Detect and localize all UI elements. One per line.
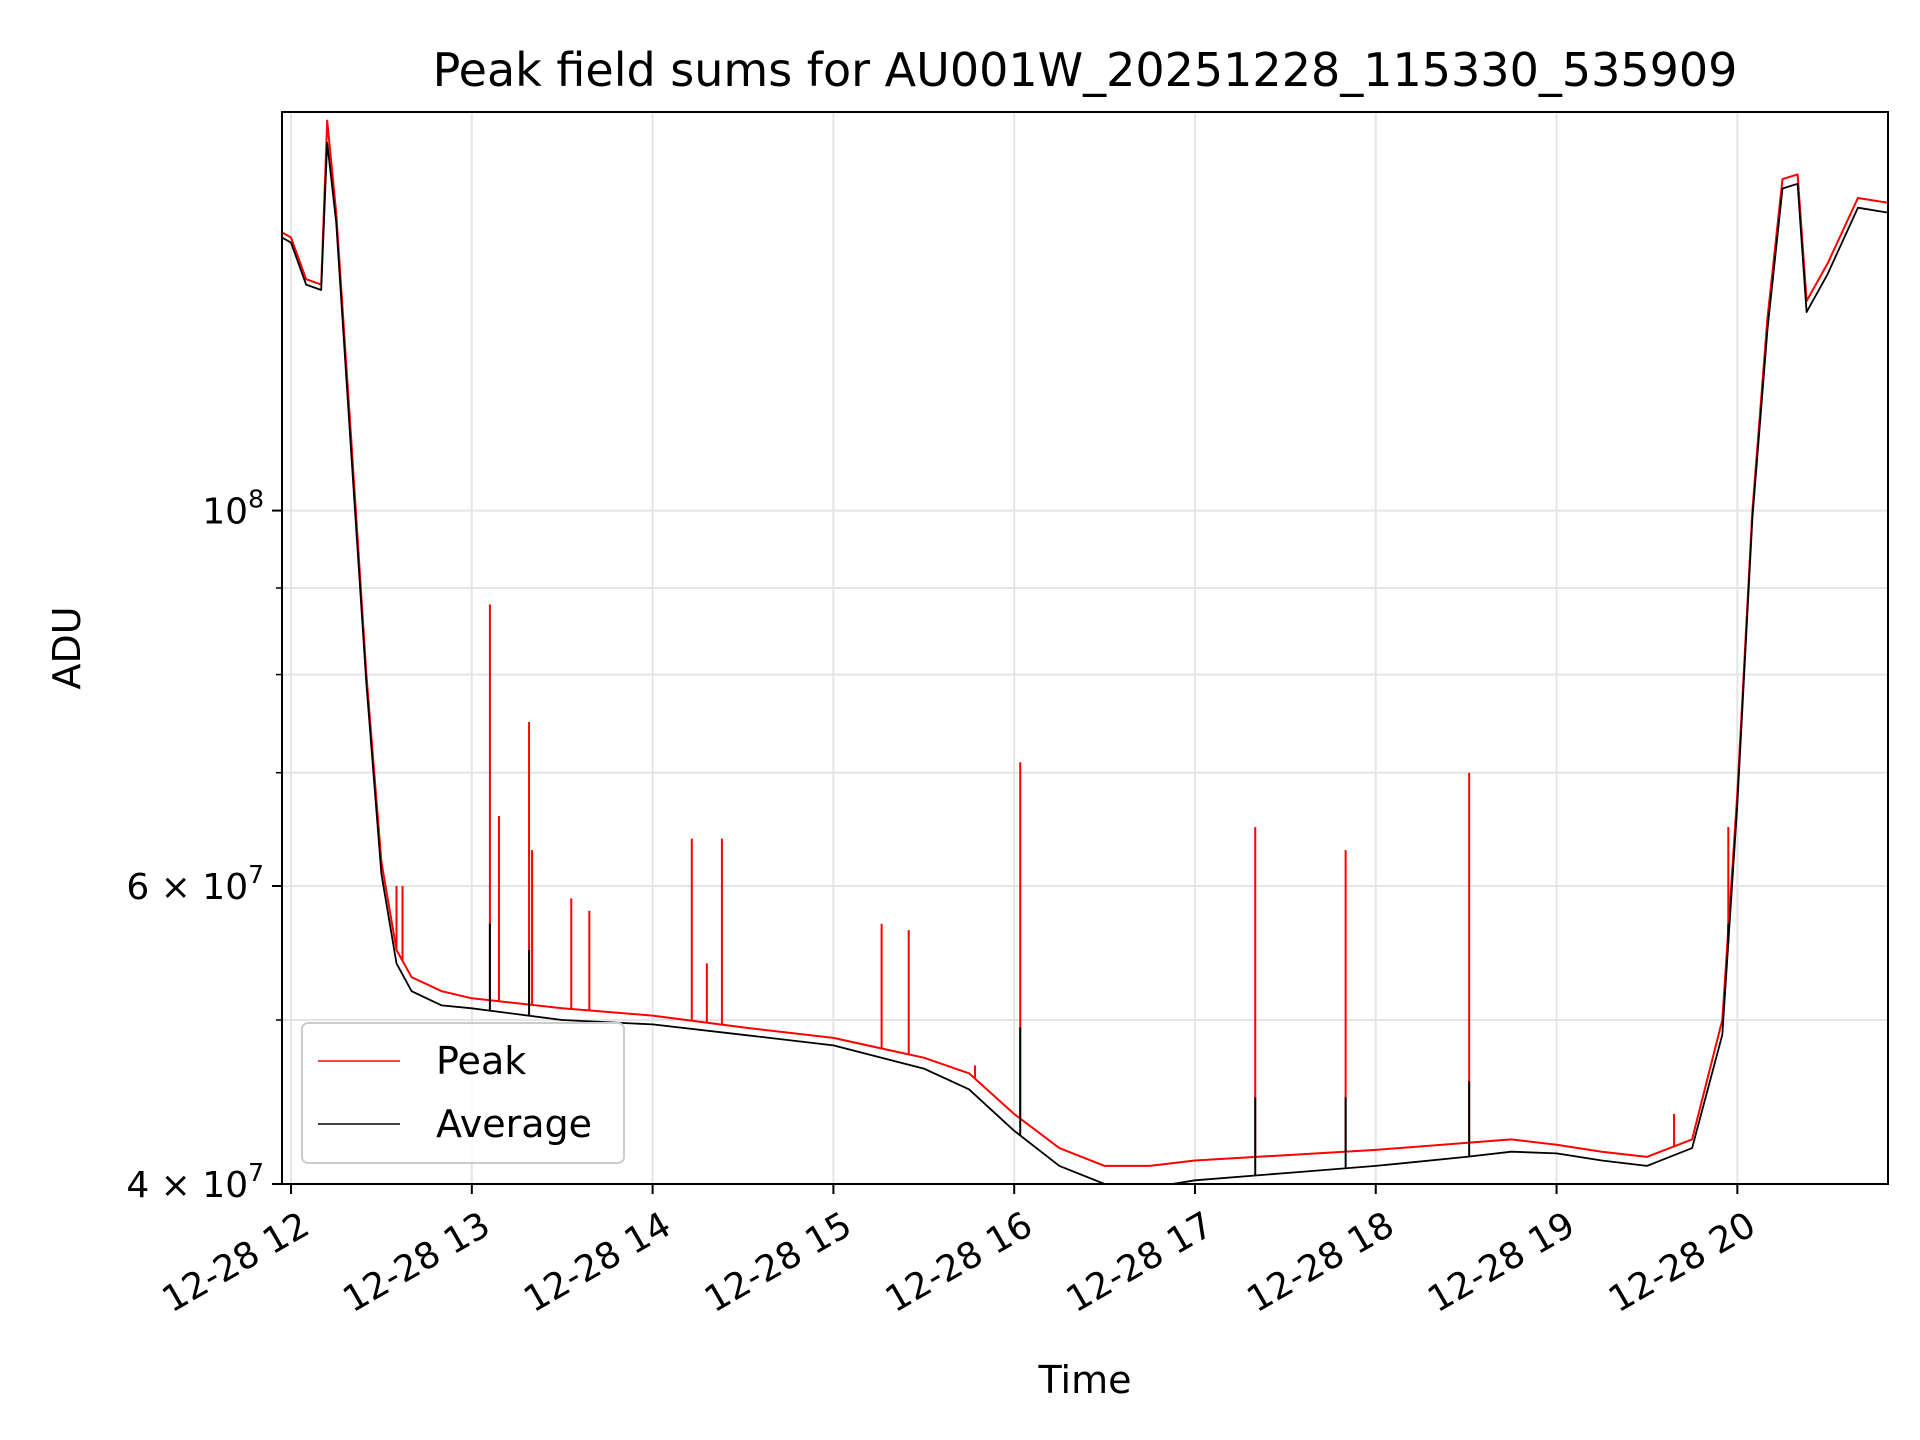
- y-tick-label: 4 × 107: [126, 1158, 264, 1206]
- y-tick-label-exponent: 8: [248, 485, 264, 514]
- y-tick-label-base: 4 × 10: [126, 1165, 248, 1206]
- legend-label-average: Average: [436, 1102, 592, 1146]
- y-tick-label-exponent: 7: [248, 860, 264, 889]
- chart-title: Peak field sums for AU001W_20251228_1153…: [433, 43, 1738, 97]
- y-axis-label: ADU: [45, 606, 89, 689]
- legend-label-peak: Peak: [436, 1039, 526, 1083]
- series-line-average: [282, 141, 1888, 1184]
- legend-box: [301, 1022, 625, 1164]
- y-tick-label-base: 6 × 10: [126, 867, 248, 908]
- y-tick-label-exponent: 7: [248, 1158, 264, 1187]
- y-tick-label-base: 10: [202, 492, 248, 533]
- legend: Peak Average: [301, 1022, 625, 1164]
- y-tick-label: 6 × 107: [126, 860, 264, 908]
- series-layer: [282, 119, 1888, 1184]
- y-tick-label: 108: [202, 485, 264, 533]
- plot-frame: [281, 111, 1889, 1185]
- x-axis-label: Time: [1038, 1358, 1132, 1402]
